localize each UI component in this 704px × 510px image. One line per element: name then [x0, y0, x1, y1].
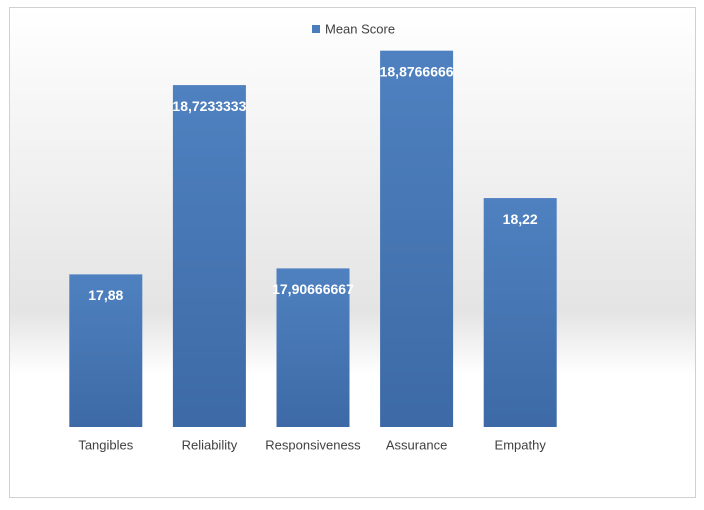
value-label: 18,22 [503, 211, 538, 227]
x-tick-label: Reliability [182, 437, 238, 452]
bar [483, 198, 557, 427]
legend-swatch [312, 25, 320, 33]
bar [380, 50, 454, 428]
x-tick-label: Empathy [495, 437, 547, 452]
x-tick-label: Responsiveness [265, 437, 361, 452]
value-label: 18,8766666 [380, 63, 454, 79]
bar [276, 268, 350, 427]
value-label: 17,90666667 [272, 281, 354, 297]
x-tick-label: Assurance [386, 437, 447, 452]
bar [69, 274, 143, 427]
value-label: 17,88 [88, 287, 123, 303]
x-tick-label: Tangibles [78, 437, 133, 452]
legend-label: Mean Score [325, 21, 395, 36]
value-label: 18,7233333 [172, 98, 246, 114]
bar [172, 85, 246, 427]
